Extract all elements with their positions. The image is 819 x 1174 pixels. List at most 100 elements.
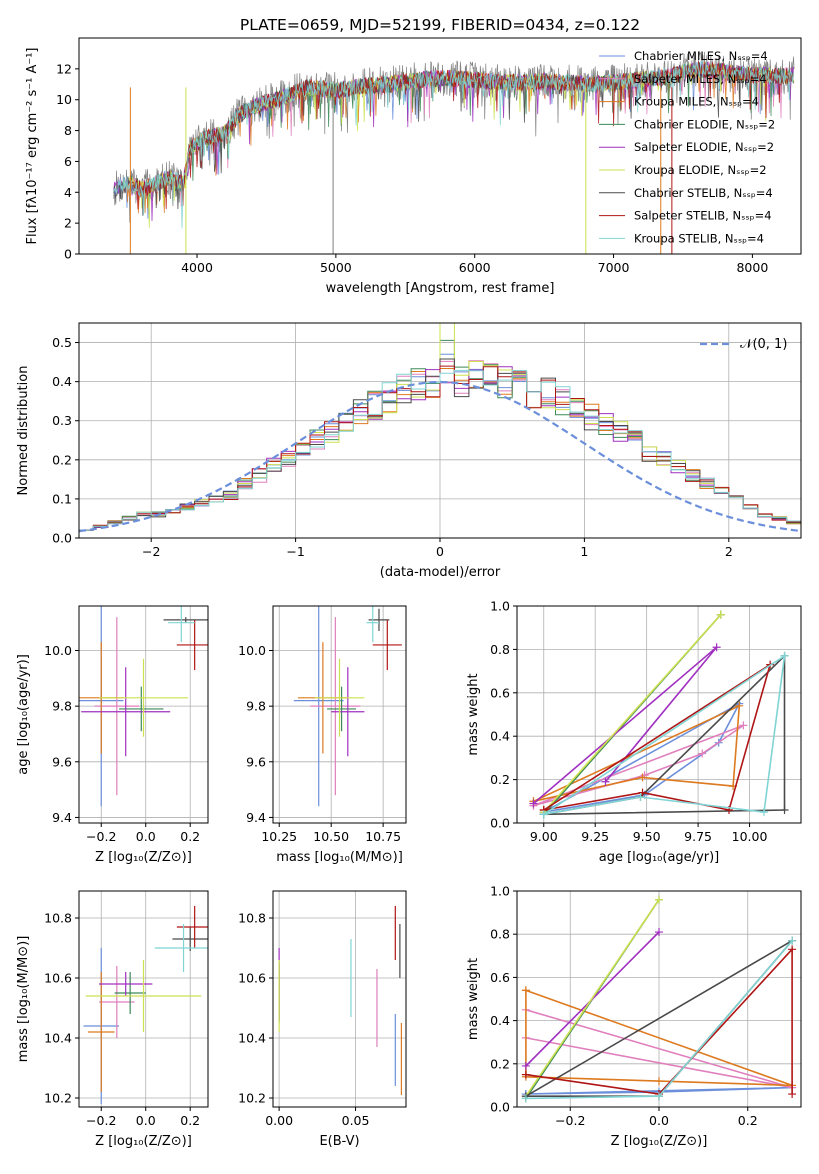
- axes-frame: [272, 605, 407, 824]
- axes-frame: [78, 322, 802, 539]
- spectrum-panel: 4000 5000 6000 7000 8000 0 2 4 6 8 10 12 wavelength …: [25, 37, 802, 296]
- mass-weight-vs-age-panel: 9.00 9.25 9.50 9.75 10.00 0.0 0.2 0.4 0.6 0.8 1.0 a…: [466, 599, 802, 865]
- y-tick-label: 2: [64, 216, 72, 231]
- y-tick-label: 0.5: [52, 335, 72, 350]
- errorbar-point: [154, 924, 208, 972]
- age-vs-mass-plot-area: [293, 606, 402, 807]
- y-tick-label: 0.3: [52, 413, 72, 428]
- axes-frame: [78, 890, 209, 1108]
- y-tick-label: 10.8: [44, 911, 72, 926]
- y-tick-label: 0.1: [52, 491, 72, 506]
- errorbar-point: [87, 972, 115, 1092]
- x-tick-label: 0: [436, 544, 444, 559]
- plus-marker: [521, 1070, 530, 1079]
- mass-weight-vs-age-plot-area: [529, 610, 789, 819]
- legend-entry: Kroupa MILES, Nₛₛₚ=4: [634, 95, 759, 109]
- y-tick-label: 9.8: [246, 699, 266, 714]
- plus-marker: [521, 1061, 530, 1070]
- y-tick-label: 0.2: [52, 452, 72, 467]
- errorbar-point: [99, 658, 188, 737]
- legend-entry: Salpeter STELIB, Nₛₛₚ=4: [634, 209, 772, 223]
- y-tick-label: 0.0: [490, 1100, 510, 1115]
- y-tick-label: 4: [64, 185, 72, 200]
- plus-marker: [780, 651, 789, 660]
- plus-marker: [521, 986, 530, 995]
- errorbar-point: [114, 972, 146, 1014]
- plus-marker: [529, 799, 538, 808]
- y-tick-label: 0.0: [490, 816, 510, 831]
- x-tick-label: 5000: [320, 260, 352, 275]
- x-axis-label: Z [log₁₀(Z/Z⊙)]: [95, 1134, 192, 1149]
- x-tick-label: −0.2: [86, 829, 116, 844]
- x-tick-label: 4000: [181, 260, 213, 275]
- plus-marker: [655, 928, 663, 937]
- x-tick-label: 0.00: [265, 1113, 293, 1128]
- plus-marker: [638, 773, 647, 782]
- plus-marker: [655, 1077, 663, 1086]
- x-axis-label: Z [log₁₀(Z/Z⊙)]: [95, 850, 192, 865]
- y-axis-label: mass weight: [466, 673, 481, 755]
- x-tick-label: 9.00: [530, 829, 558, 844]
- y-tick-label: 0.6: [490, 970, 510, 985]
- plus-marker: [788, 1090, 797, 1099]
- y-tick-label: 0.8: [490, 642, 510, 657]
- errorbar-point: [310, 617, 361, 796]
- errorbar-point: [368, 608, 390, 632]
- plus-marker: [601, 777, 610, 786]
- x-tick-label: −0.2: [86, 1113, 116, 1128]
- legend-entry: Kroupa ELODIE, Nₛₛₚ=2: [634, 163, 767, 177]
- x-tick-label: 9.75: [684, 829, 712, 844]
- x-tick-label: 0.05: [342, 1113, 370, 1128]
- axes-frame: [272, 890, 407, 1108]
- errorbar-point: [327, 686, 357, 732]
- x-tick-label: 10.75: [365, 829, 401, 844]
- errorbar-point: [99, 966, 135, 1038]
- y-tick-label: 10: [56, 92, 72, 107]
- y-tick-label: 0.8: [490, 927, 510, 942]
- mass-weight-line: [525, 947, 793, 1095]
- plus-marker: [788, 945, 797, 954]
- y-tick-label: 0: [64, 247, 72, 262]
- y-tick-label: 10.0: [44, 643, 72, 658]
- y-tick-label: 10.6: [44, 971, 72, 986]
- residual-histogram: [79, 369, 801, 538]
- x-axis-label: Z [log₁₀(Z/Z⊙)]: [611, 1134, 708, 1149]
- figure-title: PLATE=0659, MJD=52199, FIBERID=0434, z=0…: [240, 16, 640, 34]
- legend-entry: 𝒩(0, 1): [740, 337, 787, 352]
- x-tick-label: −0.2: [555, 1113, 585, 1128]
- residual-histogram: [79, 323, 801, 538]
- x-axis-label: (data-model)/error: [380, 565, 501, 580]
- axes-frame: [516, 605, 802, 824]
- x-tick-label: 7000: [598, 260, 630, 275]
- residual-histogram: [79, 358, 801, 538]
- errorbar-point: [176, 619, 208, 670]
- plus-marker: [712, 643, 721, 652]
- model-spectrum-line: [113, 60, 794, 229]
- x-axis-label: mass [log₁₀(M/M⊙)]: [276, 850, 403, 865]
- mass-vs-Z-panel: −0.2 0.0 0.2 10.2 10.4 10.6 10.8 Z [log₁₀(Z/Z⊙)…: [16, 890, 209, 1149]
- y-tick-label: 0.0: [52, 531, 72, 546]
- y-tick-label: 9.6: [246, 754, 266, 769]
- plus-marker: [735, 701, 744, 710]
- errorbar-point: [176, 906, 208, 948]
- x-tick-label: 10.00: [732, 829, 768, 844]
- y-tick-label: 9.8: [52, 699, 72, 714]
- residuals-plot-area: [79, 323, 801, 538]
- spectrum-legend: Chabrier MILES, Nₛₛₚ=4 Salpeter MILES, Nₛ…: [599, 49, 775, 245]
- axes-frame: [516, 890, 802, 1108]
- y-axis-label: mass weight: [466, 958, 481, 1040]
- y-tick-label: 10.0: [238, 643, 266, 658]
- errorbar-point: [314, 658, 365, 737]
- mass-weight-line: [525, 899, 660, 1097]
- x-tick-label: 0.0: [136, 1113, 156, 1128]
- x-tick-label: −1: [286, 544, 304, 559]
- y-axis-label: Normed distribution: [16, 366, 31, 496]
- x-axis-label: age [log₁₀(age/yr)]: [599, 850, 720, 865]
- errorbar-point: [372, 619, 402, 670]
- plus-marker: [655, 1092, 663, 1101]
- errorbar-point: [81, 667, 171, 757]
- age-vs-Z-plot-area: [79, 606, 208, 807]
- errorbar-point: [94, 617, 140, 796]
- errorbar-point: [163, 617, 208, 623]
